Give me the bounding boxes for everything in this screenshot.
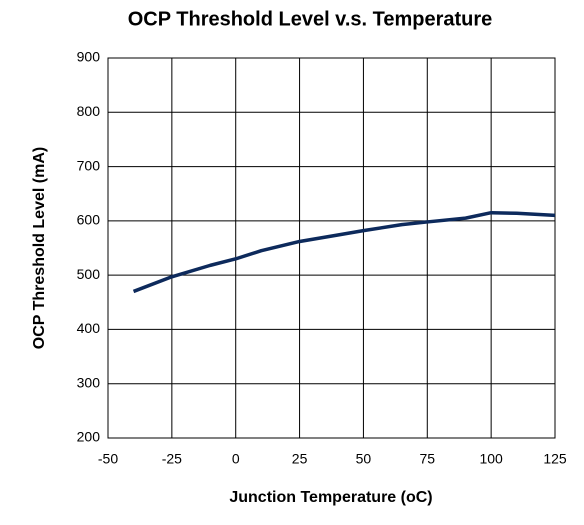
data-line [132,210,556,294]
y-tick-label: 600 [77,212,101,228]
y-tick-label: 300 [77,374,101,390]
y-tick-label: 800 [77,103,101,119]
x-tick-label: 100 [479,451,503,467]
x-tick-label: 75 [419,451,435,467]
y-axis-label: OCP Threshold Level (mA) [31,147,48,349]
x-tick-label: 0 [232,451,240,467]
x-tick-label: -25 [162,451,182,467]
plot-border [107,57,556,439]
y-tick-label: 400 [77,320,101,336]
x-tick-label: 50 [356,451,372,467]
y-tick-label: 200 [77,429,101,445]
x-axis-label: Junction Temperature (oC) [229,489,432,506]
y-tick-label: 700 [77,157,101,173]
y-tick-label: 500 [77,266,101,282]
y-tick-label: 900 [77,49,101,65]
x-tick-label: -50 [98,451,118,467]
x-tick-label: 125 [543,451,567,467]
chart-title: OCP Threshold Level v.s. Temperature [128,8,493,30]
x-tick-label: 25 [292,451,308,467]
